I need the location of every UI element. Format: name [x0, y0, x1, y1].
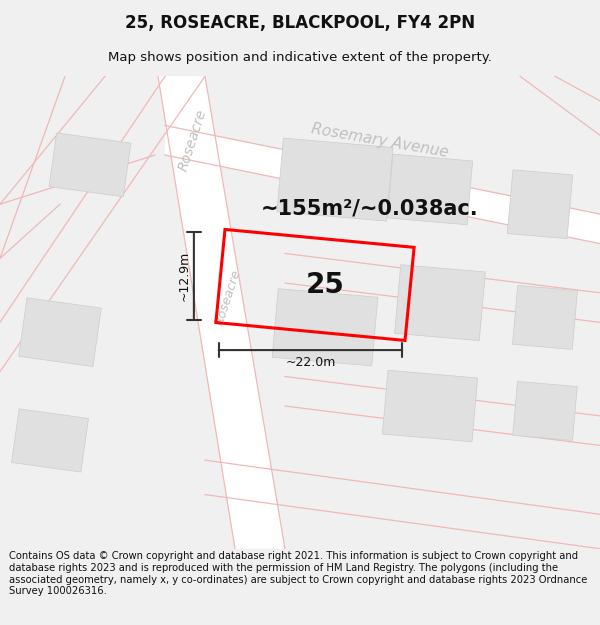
Text: Map shows position and indicative extent of the property.: Map shows position and indicative extent… — [108, 51, 492, 64]
Polygon shape — [272, 289, 378, 366]
Polygon shape — [158, 76, 285, 549]
Polygon shape — [507, 170, 573, 239]
Polygon shape — [395, 265, 485, 341]
Polygon shape — [388, 154, 473, 225]
Text: ~12.9m: ~12.9m — [178, 251, 190, 301]
Text: Roseacre: Roseacre — [176, 107, 209, 173]
Polygon shape — [512, 286, 578, 349]
Polygon shape — [19, 298, 101, 367]
Polygon shape — [49, 133, 131, 197]
Polygon shape — [165, 126, 600, 244]
Text: ~22.0m: ~22.0m — [285, 356, 335, 369]
Text: ~155m²/~0.038ac.: ~155m²/~0.038ac. — [261, 198, 479, 218]
Text: Roseacre: Roseacre — [213, 268, 243, 328]
Polygon shape — [513, 381, 577, 441]
Text: 25: 25 — [305, 271, 344, 299]
Polygon shape — [277, 138, 393, 221]
Text: Contains OS data © Crown copyright and database right 2021. This information is : Contains OS data © Crown copyright and d… — [9, 551, 587, 596]
Polygon shape — [11, 409, 88, 472]
Text: 25, ROSEACRE, BLACKPOOL, FY4 2PN: 25, ROSEACRE, BLACKPOOL, FY4 2PN — [125, 14, 475, 32]
Polygon shape — [382, 370, 478, 442]
Text: Rosemary Avenue: Rosemary Avenue — [310, 121, 450, 160]
